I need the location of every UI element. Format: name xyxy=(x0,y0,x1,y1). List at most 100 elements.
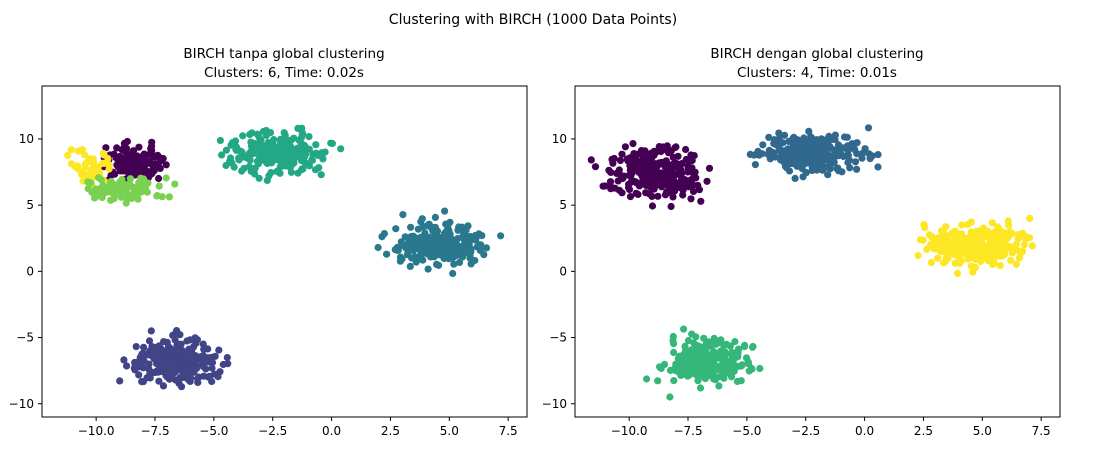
data-point xyxy=(654,377,661,384)
data-point xyxy=(445,253,452,260)
data-point xyxy=(799,165,806,172)
data-point xyxy=(161,362,168,369)
data-point xyxy=(477,247,484,254)
data-point xyxy=(146,370,153,377)
data-point xyxy=(99,184,106,191)
data-point xyxy=(88,189,95,196)
data-point xyxy=(193,362,200,369)
data-point xyxy=(938,248,945,255)
data-point xyxy=(632,165,639,172)
data-point xyxy=(442,229,449,236)
data-point xyxy=(383,251,390,258)
data-point xyxy=(759,141,766,148)
data-point xyxy=(833,165,840,172)
x-tick-label: −10.0 xyxy=(78,424,115,438)
data-point xyxy=(867,155,874,162)
x-tick-label: 0.0 xyxy=(322,424,341,438)
y-tick-label: −10 xyxy=(542,397,567,411)
data-point xyxy=(686,364,693,371)
data-point xyxy=(815,146,822,153)
data-point xyxy=(685,356,692,363)
data-point xyxy=(679,187,686,194)
data-point xyxy=(153,369,160,376)
data-point xyxy=(429,228,436,235)
data-point xyxy=(263,132,270,139)
x-tick-label: −5.0 xyxy=(199,424,228,438)
data-point xyxy=(927,242,934,249)
data-point xyxy=(305,133,312,140)
data-point xyxy=(806,146,813,153)
data-point xyxy=(615,177,622,184)
data-point xyxy=(669,166,676,173)
data-point xyxy=(622,143,629,150)
data-point xyxy=(1026,215,1033,222)
data-point xyxy=(592,163,599,170)
x-tick-label: 7.5 xyxy=(1032,424,1051,438)
data-point xyxy=(979,234,986,241)
x-tick-label: −5.0 xyxy=(732,424,761,438)
data-point xyxy=(315,164,322,171)
data-point xyxy=(694,182,701,189)
data-point xyxy=(246,131,253,138)
data-point xyxy=(166,349,173,356)
data-point xyxy=(692,174,699,181)
data-point xyxy=(805,128,812,135)
data-point xyxy=(969,269,976,276)
scatter-points xyxy=(588,124,1036,400)
data-point xyxy=(163,174,170,181)
data-point xyxy=(137,158,144,165)
data-point xyxy=(835,141,842,148)
data-point xyxy=(692,363,699,370)
data-point xyxy=(231,164,238,171)
data-point xyxy=(989,261,996,268)
x-tick-label: −10.0 xyxy=(611,424,648,438)
cluster-group xyxy=(915,215,1036,277)
data-point xyxy=(608,156,615,163)
data-point xyxy=(944,244,951,251)
data-point xyxy=(429,243,436,250)
cluster-group xyxy=(116,327,231,390)
data-point xyxy=(980,252,987,259)
data-point xyxy=(123,362,130,369)
y-axis-ticks: −10−50510 xyxy=(9,132,42,411)
data-point xyxy=(399,211,406,218)
data-point xyxy=(789,137,796,144)
data-point xyxy=(126,167,133,174)
data-point xyxy=(810,155,817,162)
scatter-points xyxy=(64,125,504,391)
data-point xyxy=(816,152,823,159)
data-point xyxy=(727,350,734,357)
data-point xyxy=(648,158,655,165)
data-point xyxy=(284,149,291,156)
data-point xyxy=(419,215,426,222)
data-point xyxy=(446,219,453,226)
data-point xyxy=(208,378,215,385)
data-point xyxy=(395,247,402,254)
data-point xyxy=(91,164,98,171)
data-point xyxy=(600,183,607,190)
data-point xyxy=(82,162,89,169)
data-point xyxy=(743,354,750,361)
data-point xyxy=(668,203,675,210)
data-point xyxy=(677,161,684,168)
data-point xyxy=(177,374,184,381)
y-tick-label: −10 xyxy=(9,397,34,411)
data-point xyxy=(471,257,478,264)
data-point xyxy=(817,137,824,144)
data-point xyxy=(706,165,713,172)
data-point xyxy=(464,222,471,229)
data-point xyxy=(397,258,404,265)
data-point xyxy=(823,164,830,171)
data-point xyxy=(432,214,439,221)
data-point xyxy=(208,354,215,361)
data-point xyxy=(643,375,650,382)
data-point xyxy=(148,139,155,146)
data-point xyxy=(968,219,975,226)
data-point xyxy=(648,193,655,200)
data-point xyxy=(415,226,422,233)
y-axis-ticks: −10−50510 xyxy=(542,132,575,411)
data-point xyxy=(168,373,175,380)
cluster-group xyxy=(588,140,713,210)
data-point xyxy=(118,187,125,194)
data-point xyxy=(327,140,334,147)
